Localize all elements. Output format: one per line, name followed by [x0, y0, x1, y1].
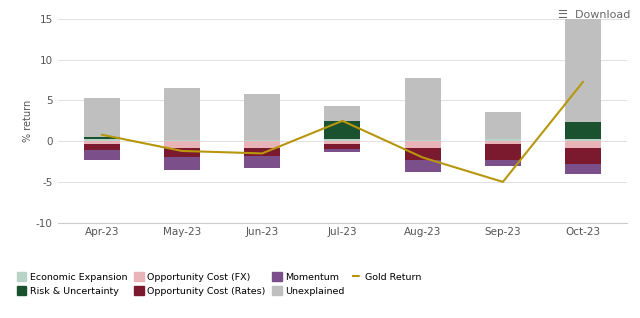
Bar — [404, 78, 441, 140]
Bar — [324, 141, 360, 144]
Bar — [164, 148, 200, 157]
Bar — [565, 122, 601, 139]
Bar — [565, 164, 601, 174]
Bar — [485, 141, 521, 144]
Legend: Economic Expansion, Risk & Uncertainty, Opportunity Cost (FX), Opportunity Cost : Economic Expansion, Risk & Uncertainty, … — [17, 272, 421, 296]
Bar — [84, 98, 120, 137]
Bar — [485, 139, 521, 141]
Bar — [404, 160, 441, 172]
Bar — [485, 160, 521, 166]
Bar — [324, 121, 360, 139]
Bar — [244, 140, 280, 141]
Bar — [244, 94, 280, 140]
Bar — [324, 139, 360, 141]
Bar — [565, 148, 601, 164]
Bar — [565, 19, 601, 122]
Bar — [164, 140, 200, 141]
Bar — [324, 144, 360, 149]
Bar — [164, 141, 200, 148]
Bar — [485, 144, 521, 160]
Bar — [324, 106, 360, 121]
Bar — [485, 112, 521, 139]
Bar — [84, 144, 120, 150]
Bar — [404, 140, 441, 141]
Bar — [565, 141, 601, 148]
Bar — [244, 148, 280, 156]
Bar — [84, 137, 120, 139]
Bar — [565, 139, 601, 141]
Bar — [244, 141, 280, 148]
Bar — [404, 141, 441, 148]
Bar — [244, 156, 280, 168]
Y-axis label: % return: % return — [23, 100, 33, 142]
Bar — [404, 148, 441, 160]
Bar — [164, 88, 200, 140]
Bar — [84, 150, 120, 160]
Bar — [164, 157, 200, 170]
Bar — [324, 149, 360, 152]
Bar — [84, 141, 120, 144]
Text: ☰  Download: ☰ Download — [558, 10, 630, 19]
Bar — [84, 139, 120, 141]
